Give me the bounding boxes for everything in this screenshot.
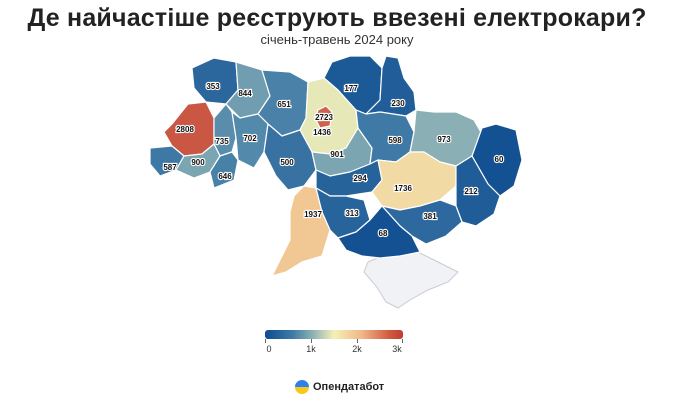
region-value-label: 353 xyxy=(206,82,220,91)
brand-name: Опендатабот xyxy=(313,381,385,393)
legend-tick xyxy=(402,339,403,343)
color-legend: 0 1k 2k 3k xyxy=(265,330,405,360)
region-value-label: 598 xyxy=(388,136,402,145)
region-dnipropetrovsk[interactable] xyxy=(371,151,457,211)
region-kyiv-city[interactable] xyxy=(314,105,333,129)
legend-label-2k: 2k xyxy=(352,344,362,354)
region-value-label: 587 xyxy=(163,163,177,172)
region-value-label: 900 xyxy=(191,158,205,167)
legend-tick xyxy=(357,339,358,343)
region-value-label: 313 xyxy=(345,209,359,218)
region-value-label: 294 xyxy=(353,174,367,183)
region-value-label: 1937 xyxy=(304,210,322,219)
region-value-label: 60 xyxy=(495,155,504,164)
opendatabot-logo-icon xyxy=(295,380,309,394)
region-vinnytsia[interactable] xyxy=(263,123,317,191)
region-value-label: 212 xyxy=(464,187,478,196)
region-value-label: 68 xyxy=(379,229,388,238)
legend-label-1k: 1k xyxy=(306,344,316,354)
region-value-label: 230 xyxy=(391,99,405,108)
region-value-label: 651 xyxy=(277,100,291,109)
region-value-label: 973 xyxy=(437,135,451,144)
region-volyn[interactable] xyxy=(191,57,239,105)
region-value-label: 1436 xyxy=(313,128,331,137)
region-value-label: 381 xyxy=(423,212,437,221)
page-subtitle: січень-травень 2024 року xyxy=(260,32,414,47)
region-donetsk[interactable] xyxy=(455,155,501,227)
region-value-label: 177 xyxy=(344,84,358,93)
legend-tick xyxy=(311,339,312,343)
region-value-label: 844 xyxy=(238,89,252,98)
region-value-label: 2808 xyxy=(176,125,194,134)
legend-label-0: 0 xyxy=(266,344,272,354)
crimea-shape xyxy=(363,249,459,309)
page-title: Де найчастіше реєструють ввезені електро… xyxy=(27,4,647,32)
region-kherson[interactable] xyxy=(337,205,421,259)
brand-footer: Опендатабот xyxy=(295,378,384,396)
legend-gradient-bar xyxy=(265,330,403,339)
region-value-label: 735 xyxy=(215,137,229,146)
region-value-label: 702 xyxy=(243,134,257,143)
region-value-label: 2723 xyxy=(315,113,333,122)
legend-label-3k: 3k xyxy=(392,344,402,354)
legend-tick xyxy=(265,339,266,343)
region-value-label: 901 xyxy=(330,150,344,159)
region-chernivtsi[interactable] xyxy=(209,151,239,189)
region-value-label: 500 xyxy=(280,158,294,167)
region-value-label: 1736 xyxy=(394,184,412,193)
region-value-label: 646 xyxy=(218,172,232,181)
